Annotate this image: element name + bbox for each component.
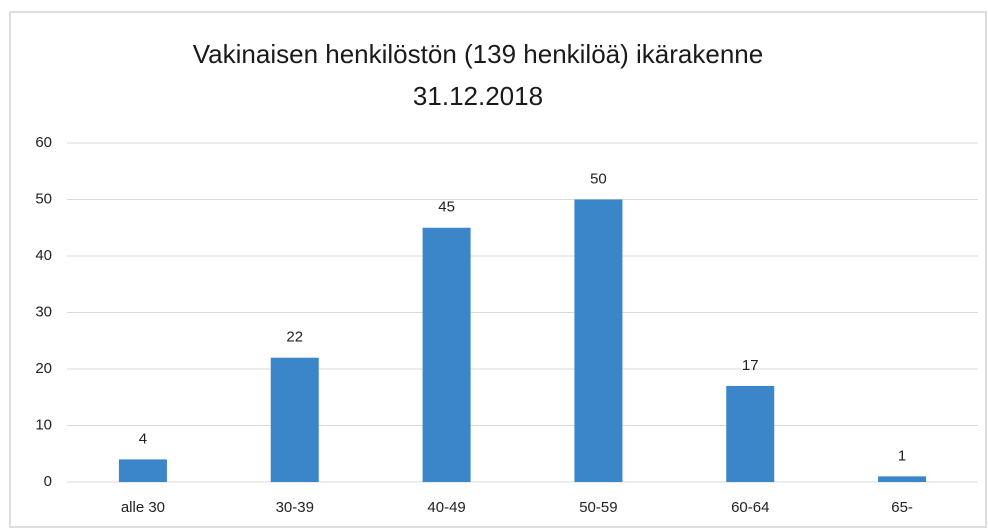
x-tick-label: alle 30	[121, 499, 165, 516]
chart-title: 31.12.2018	[413, 81, 543, 111]
x-tick-label: 40-49	[427, 499, 465, 516]
data-label: 4	[139, 430, 147, 447]
bar	[878, 476, 927, 482]
chart-frame	[9, 11, 987, 528]
bar	[726, 385, 775, 482]
data-label: 50	[590, 170, 607, 187]
y-tick-label: 10	[35, 416, 52, 433]
data-label: 22	[286, 329, 303, 346]
y-tick-label: 60	[35, 134, 52, 151]
x-tick-label: 50-59	[579, 499, 617, 516]
y-tick-label: 0	[44, 473, 52, 490]
data-label: 17	[742, 357, 759, 374]
y-tick-label: 40	[35, 247, 52, 264]
bar	[270, 357, 319, 482]
x-tick-label: 30-39	[276, 499, 314, 516]
data-label: 1	[898, 447, 906, 464]
x-tick-label: 65-	[891, 499, 913, 516]
bar	[422, 227, 471, 482]
y-tick-label: 20	[35, 360, 52, 377]
y-tick-label: 30	[35, 303, 52, 320]
x-tick-label: 60-64	[731, 499, 769, 516]
chart-title: Vakinaisen henkilöstön (139 henkilöä) ik…	[193, 39, 763, 69]
bar	[574, 199, 623, 482]
bar	[118, 459, 167, 482]
data-label: 45	[438, 199, 455, 216]
y-tick-label: 50	[35, 190, 52, 207]
